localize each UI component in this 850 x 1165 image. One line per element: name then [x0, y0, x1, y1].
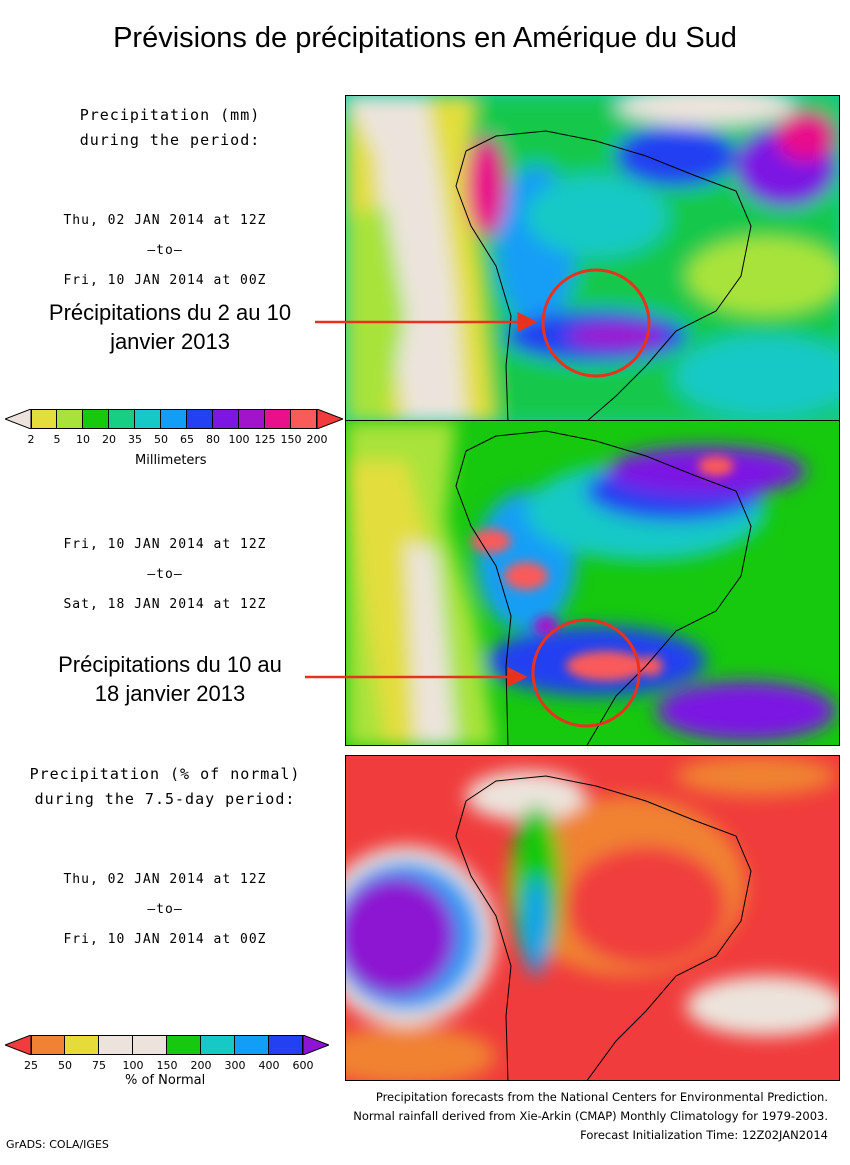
colorbar-tick: 400 [258, 1059, 280, 1072]
grads-credit: GrADS: COLA/IGES [6, 1138, 109, 1151]
page-title: Prévisions de précipitations en Amérique… [113, 22, 737, 54]
footer: Precipitation forecasts from the Nationa… [353, 1088, 828, 1145]
colorbar-arrow [303, 1035, 329, 1055]
colorbar-arrow [317, 409, 343, 429]
heading-line: during the 7.5-day period: [34, 790, 296, 808]
colorbar-tick: 2 [27, 433, 35, 446]
colorbar-tick: 25 [24, 1059, 38, 1072]
colorbar-swatch [265, 409, 291, 429]
colorbar-tick: 50 [154, 433, 168, 446]
period2-text: Fri, 10 JAN 2014 at 12Z —to— Sat, 18 JAN… [30, 530, 300, 620]
colorbar-swatch [167, 1035, 201, 1055]
colorbar-swatch [109, 409, 135, 429]
colorbar-swatch [31, 409, 57, 429]
colorbar-swatch [235, 1035, 269, 1055]
colorbar-tick: 10 [76, 433, 90, 446]
colorbar-swatch [213, 409, 239, 429]
map-precip-period2 [345, 420, 840, 746]
colorbar-tick: 35 [128, 433, 142, 446]
colorbar-tick: 100 [228, 433, 250, 446]
period-start: Fri, 10 JAN 2014 at 12Z [63, 537, 267, 552]
colorbar-swatch [83, 409, 109, 429]
colorbar-arrow [5, 1035, 31, 1055]
period-sep: —to— [147, 567, 183, 582]
colorbar-swatch [65, 1035, 99, 1055]
map-precip-period1 [345, 95, 840, 421]
highlight-circle [531, 618, 641, 728]
annotation-line: janvier 2013 [110, 329, 230, 354]
period-end: Fri, 10 JAN 2014 at 00Z [63, 273, 267, 288]
colorbar-tick: 20 [102, 433, 116, 446]
annotation-line: 18 janvier 2013 [94, 681, 246, 706]
precip-heading: Precipitation (mm) during the period: [40, 103, 300, 153]
period3-text: Thu, 02 JAN 2014 at 12Z —to— Fri, 10 JAN… [30, 865, 300, 955]
period1-text: Thu, 02 JAN 2014 at 12Z —to— Fri, 10 JAN… [30, 206, 300, 296]
colorbar-arrow [5, 409, 31, 429]
highlight-circle [541, 268, 651, 378]
heading-line: Precipitation (mm) [79, 106, 261, 124]
colorbar-tick: 125 [254, 433, 276, 446]
colorbar-swatch [135, 409, 161, 429]
heading-line: during the period: [79, 131, 261, 149]
period-sep: —to— [147, 243, 183, 258]
colorbar-tick: 65 [180, 433, 194, 446]
colorbar-tick: 200 [190, 1059, 212, 1072]
colorbar-swatch [31, 1035, 65, 1055]
colorbar-swatch [133, 1035, 167, 1055]
footer-line: Forecast Initialization Time: 12Z02JAN20… [580, 1128, 828, 1142]
period-sep: —to— [147, 902, 183, 917]
footer-line: Precipitation forecasts from the Nationa… [375, 1090, 828, 1104]
colorbar-tick: 50 [58, 1059, 72, 1072]
colorbar-swatch [187, 409, 213, 429]
colorbar-swatch [57, 409, 83, 429]
pct-heading: Precipitation (% of normal) during the 7… [10, 762, 320, 812]
colorbar-tick: 150 [156, 1059, 178, 1072]
colorbar-swatch [239, 409, 265, 429]
colorbar-tick: 150 [280, 433, 302, 446]
annotation-line: Précipitations du 2 au 10 [48, 300, 292, 325]
colorbar-tick: 5 [53, 433, 61, 446]
annotation-1: Précipitations du 2 au 10 janvier 2013 [20, 298, 320, 356]
period-end: Sat, 18 JAN 2014 at 12Z [63, 597, 267, 612]
annotation-line: Précipitations du 10 au [58, 652, 282, 677]
colorbar-swatch [201, 1035, 235, 1055]
heading-line: Precipitation (% of normal) [29, 765, 301, 783]
colorbar-tick: 80 [206, 433, 220, 446]
map-precip-percent-normal [345, 755, 840, 1081]
period-start: Thu, 02 JAN 2014 at 12Z [63, 872, 267, 887]
colorbar-label: % of Normal [125, 1073, 206, 1088]
colorbar-tick: 600 [292, 1059, 314, 1072]
period-start: Thu, 02 JAN 2014 at 12Z [63, 213, 267, 228]
colorbar-tick: 200 [306, 433, 328, 446]
colorbar-tick: 100 [122, 1059, 144, 1072]
colorbar-tick: 75 [92, 1059, 106, 1072]
colorbar-swatch [161, 409, 187, 429]
colorbar-tick: 300 [224, 1059, 246, 1072]
annotation-2: Précipitations du 10 au 18 janvier 2013 [20, 650, 320, 708]
period-end: Fri, 10 JAN 2014 at 00Z [63, 932, 267, 947]
colorbar-label: Millimeters [135, 453, 207, 468]
colorbar-swatch [99, 1035, 133, 1055]
footer-line: Normal rainfall derived from Xie-Arkin (… [353, 1109, 828, 1123]
